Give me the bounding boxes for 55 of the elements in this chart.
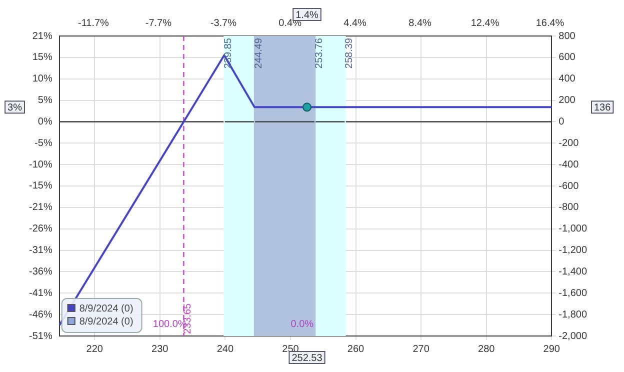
y2-tick-label: -400 xyxy=(558,159,580,170)
ref-line-label: 253.76 xyxy=(314,38,325,69)
y-tick-label: -26% xyxy=(28,224,52,235)
y-tick-label: -41% xyxy=(28,288,52,299)
y-tick-label: -5% xyxy=(34,138,52,149)
y2-tick-label: -1,200 xyxy=(558,245,588,256)
y2-tick-label: -1,800 xyxy=(558,309,588,320)
x2-tick-label: 16.4% xyxy=(536,18,564,29)
y-tick-label: -21% xyxy=(28,202,52,214)
x2-tick-label: -11.7% xyxy=(78,18,110,29)
x-tick-label: 280 xyxy=(478,344,496,355)
y-tick-label: -46% xyxy=(28,309,52,320)
ref-line-label: 239.85 xyxy=(222,38,234,69)
y-tick-label: 5% xyxy=(38,95,52,106)
x2-tick-label: 12.4% xyxy=(470,18,500,29)
y2-tick-label: -600 xyxy=(558,180,580,192)
y2-tick-label: 600 xyxy=(558,52,576,64)
y-tick-label: 21% xyxy=(32,30,52,42)
x2-tick-label: -3.7% xyxy=(210,18,237,29)
y2-tick-label: 400 xyxy=(558,74,576,85)
y2-tick-label: 200 xyxy=(558,95,576,106)
y-tick-label: 10% xyxy=(32,74,52,85)
y2-tick-label: -2,000 xyxy=(558,330,588,342)
y2-tick-label: -800 xyxy=(558,202,580,214)
y2-tick-label: -1,600 xyxy=(558,288,588,299)
x2-tick-label: 8.4% xyxy=(408,18,432,29)
y2-tick-label: 0 xyxy=(558,116,565,128)
y-tick-label: 15% xyxy=(32,52,52,64)
x-tick-label: 290 xyxy=(543,344,560,355)
x-tick-label: 260 xyxy=(347,344,365,355)
text: 3% xyxy=(8,102,22,114)
y2-tick-label: -1,000 xyxy=(558,224,588,235)
y-tick-label: 0% xyxy=(38,116,52,128)
legend-label: 8/9/2024 (0) xyxy=(79,316,134,328)
x-tick-label: 230 xyxy=(152,344,169,355)
x2-tick-label: 4.4% xyxy=(344,18,367,29)
y2-tick-label: -1,400 xyxy=(558,266,588,278)
x-tick-label: 240 xyxy=(216,344,234,355)
y2-tick-label: 800 xyxy=(558,30,576,42)
text: 252.53 xyxy=(292,352,323,364)
x-tick-label: 270 xyxy=(412,344,430,355)
y2-tick-label: -200 xyxy=(558,138,580,149)
y-tick-label: -10% xyxy=(28,159,52,170)
ref-line-label: 244.49 xyxy=(253,38,264,69)
text: 1.4% xyxy=(296,10,318,21)
ref-line-label: 258.39 xyxy=(344,38,356,69)
y-tick-label: -36% xyxy=(28,266,52,278)
annotation: 0.0% xyxy=(290,318,314,330)
y-tick-label: -15% xyxy=(28,180,52,192)
x-tick-label: 220 xyxy=(86,344,104,355)
text: 136 xyxy=(594,102,612,114)
y-tick-label: -31% xyxy=(28,245,52,256)
legend-label: 8/9/2024 (0) xyxy=(79,303,134,314)
x2-tick-label: -7.7% xyxy=(145,18,172,29)
y-tick-label: -51% xyxy=(28,330,52,342)
